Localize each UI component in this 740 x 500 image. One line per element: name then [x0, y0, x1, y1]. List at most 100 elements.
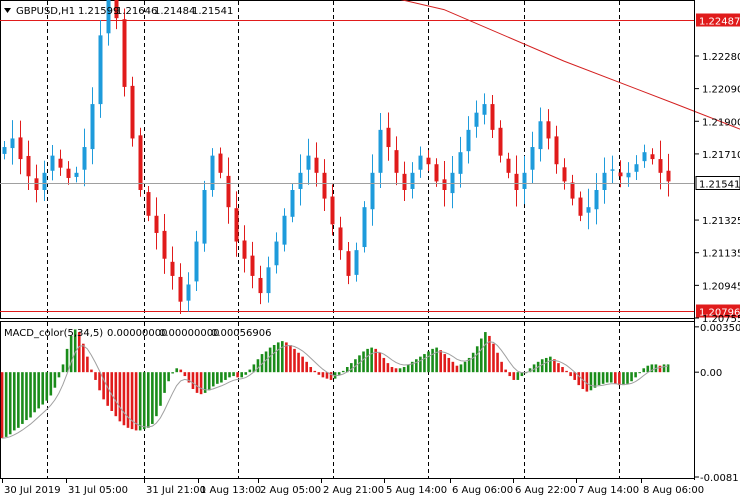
- macd-bar: [451, 361, 455, 373]
- price-tick-label: 1.20755: [702, 314, 740, 325]
- macd-bar: [65, 348, 69, 373]
- macd-bar: [224, 372, 227, 380]
- macd-bar: [106, 372, 109, 406]
- price-tick-label: 1.21710: [702, 150, 740, 161]
- macd-bar: [17, 372, 20, 428]
- macd-bar: [557, 363, 560, 373]
- macd-histogram: [0, 329, 670, 439]
- macd-bar: [276, 342, 280, 373]
- time-tick-label: 31 Jul 05:00: [68, 485, 128, 496]
- time-axis: 30 Jul 2019 31 Jul 05:00 31 Jul 21:001 Aug…: [0, 478, 704, 496]
- macd-bar: [187, 372, 191, 383]
- macd-bar: [45, 372, 49, 401]
- macd-bar: [646, 365, 650, 373]
- time-tick-label: 7 Aug 14:00: [578, 485, 639, 496]
- candle: [66, 161, 71, 185]
- macd-bar: [467, 357, 471, 373]
- candle: [298, 154, 303, 206]
- macd-bar: [102, 372, 105, 400]
- ohlc-close: 1.21541: [192, 6, 233, 17]
- macd-bar: [110, 372, 114, 411]
- candle: [242, 225, 247, 273]
- macd-bar: [4, 372, 8, 437]
- candle: [98, 20, 103, 118]
- macd-bar: [626, 372, 629, 384]
- current-price-label: 1.21541: [699, 180, 740, 191]
- level-price-label: 1.22487: [699, 17, 740, 28]
- macd-pane[interactable]: MACD_color(5,34,5) 0.00000000 0.00000000…: [0, 321, 695, 479]
- candle: [554, 125, 559, 174]
- candle: [114, 0, 119, 30]
- macd-bar: [386, 363, 390, 373]
- macd-bar: [618, 372, 621, 386]
- macd-bar: [427, 351, 430, 373]
- macd-bar: [597, 372, 601, 386]
- candle: [626, 162, 631, 187]
- macd-bar: [402, 367, 406, 373]
- macd-bar: [244, 372, 248, 375]
- candle: [274, 232, 279, 274]
- candle: [482, 93, 487, 125]
- macd-bar: [459, 364, 463, 373]
- candle: [602, 157, 607, 204]
- macd-bar: [142, 372, 146, 430]
- dropdown-triangle-icon[interactable]: [4, 8, 11, 13]
- candle: [538, 107, 543, 162]
- macd-bar: [86, 356, 89, 373]
- candle: [506, 152, 511, 179]
- chart-header: GBPUSD,H1 1.21599 1.21646 1.21484 1.2154…: [4, 6, 233, 17]
- ohlc-open: 1.21599: [78, 6, 119, 17]
- macd-bar: [220, 372, 223, 383]
- macd-bar: [313, 370, 317, 373]
- macd-bar: [53, 372, 57, 388]
- macd-bar: [455, 365, 459, 373]
- macd-bar: [305, 361, 308, 373]
- price-tick-label: 1.22090: [702, 85, 740, 96]
- candle: [90, 87, 95, 165]
- macd-bar: [57, 372, 61, 378]
- candle: [18, 120, 23, 175]
- macd-bar: [638, 372, 641, 374]
- candle: [546, 109, 551, 150]
- macd-bar: [581, 372, 585, 389]
- macd-bar: [666, 364, 670, 373]
- macd-bar: [447, 357, 451, 373]
- chart-symbol: GBPUSD,H1: [16, 6, 75, 17]
- macd-bar: [516, 372, 520, 380]
- candle: [458, 136, 463, 188]
- macd-bar: [191, 372, 195, 389]
- macd-bar: [114, 372, 118, 417]
- macd-bar: [443, 354, 447, 373]
- macd-bar: [183, 372, 187, 377]
- price-tick-label: 1.22280: [702, 52, 740, 63]
- candle: [522, 155, 527, 205]
- macd-axis: 0.0035024 0.00 -0.0081: [694, 323, 740, 484]
- macd-bar: [77, 332, 81, 373]
- candles: [2, 0, 671, 315]
- macd-bar: [309, 367, 313, 373]
- candle: [74, 166, 79, 183]
- candle: [290, 183, 295, 223]
- candle: [2, 141, 7, 160]
- time-tick-label: 5 Aug 14:00: [386, 485, 447, 496]
- macd-bar: [155, 372, 158, 417]
- macd-bar: [232, 372, 235, 377]
- price-pane[interactable]: [0, 0, 740, 319]
- macd-bar: [240, 372, 243, 378]
- macd-bar: [61, 364, 65, 373]
- macd-bar: [21, 372, 24, 424]
- macd-bar: [25, 372, 28, 421]
- macd-bar: [167, 372, 170, 382]
- macd-bar: [256, 359, 260, 373]
- candle: [266, 256, 271, 303]
- candle: [170, 246, 175, 290]
- candle: [466, 116, 471, 164]
- macd-bar: [532, 364, 536, 373]
- candle: [610, 155, 615, 184]
- candle: [474, 100, 479, 138]
- macd-bar: [362, 351, 365, 373]
- candle: [178, 263, 183, 315]
- candle: [218, 147, 223, 179]
- macd-bar: [565, 370, 568, 373]
